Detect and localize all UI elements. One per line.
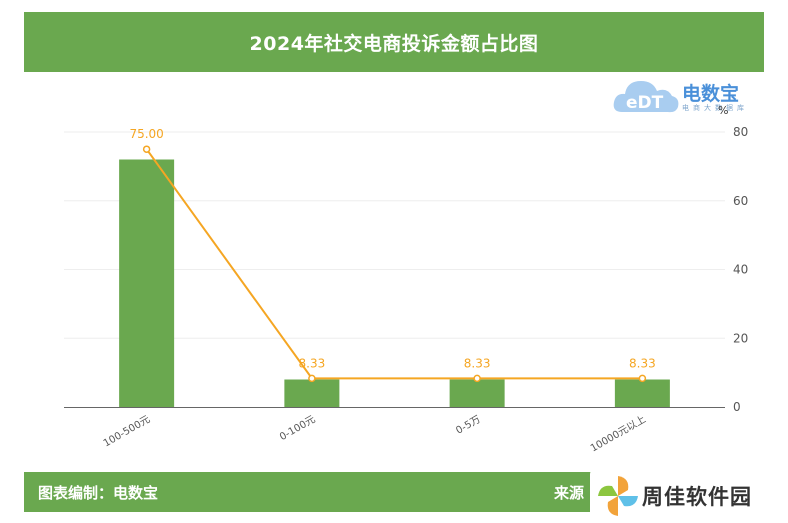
edt-logo: eDT 电数宝 电商大数据库: [612, 72, 762, 120]
x-tick-label: 0-100元: [278, 414, 317, 443]
watermark: 周佳软件园: [590, 470, 786, 522]
bar: [614, 379, 670, 407]
logo-name: 电数宝: [682, 83, 740, 105]
footer-credit: 图表编制：电数宝: [38, 484, 159, 502]
logo-subtitle: 电商大数据库: [682, 104, 748, 112]
x-tick-label: 100-500元: [102, 414, 152, 449]
watermark-text: 周佳软件园: [642, 485, 752, 509]
chart-title: 2024年社交电商投诉金额占比图: [249, 32, 539, 55]
x-tick-label: 10000元以上: [588, 413, 648, 454]
y-tick-label: 0: [733, 400, 741, 414]
y-tick-label: 60: [733, 194, 748, 208]
data-label: 75.00: [129, 127, 163, 141]
bar: [119, 159, 175, 407]
chart-title-banner: 2024年社交电商投诉金额占比图: [24, 12, 764, 72]
data-label: 8.33: [464, 356, 491, 370]
y-tick-label: 40: [733, 263, 748, 277]
data-label: 8.33: [299, 356, 326, 370]
line-point: [638, 374, 647, 383]
y-tick-label: 20: [733, 331, 748, 345]
line-point: [473, 374, 481, 383]
y-tick-label: 80: [733, 125, 748, 139]
bar: [449, 379, 505, 407]
data-label: 8.33: [629, 356, 656, 370]
footer-source: 来源: [554, 484, 585, 502]
line-series: [145, 148, 643, 380]
line-point: [142, 145, 151, 153]
y-axis-unit: %: [718, 104, 728, 117]
pinwheel-icon: [598, 476, 638, 516]
cloud-logo-icon: eDT: [613, 81, 679, 113]
x-tick-label: 0-5万: [454, 414, 482, 437]
logo-mark: eDT: [626, 93, 664, 113]
bar: [284, 379, 340, 407]
line-point: [308, 374, 316, 383]
